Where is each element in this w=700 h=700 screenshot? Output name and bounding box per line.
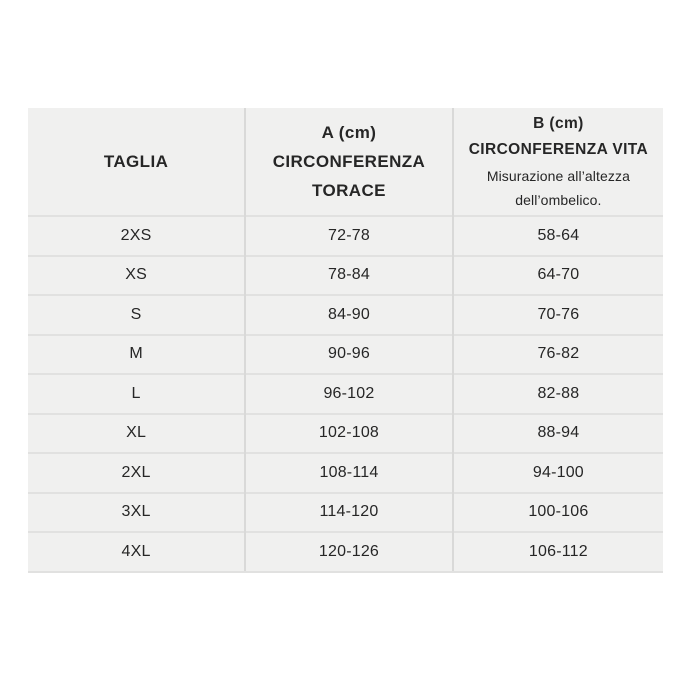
table-row: L 96-102 82-88 (28, 373, 663, 414)
table-row: 2XL 108-114 94-100 (28, 452, 663, 493)
size-cell: 2XS (28, 215, 246, 256)
header-cell-torace: A (cm) CIRCONFERENZA TORACE (244, 108, 453, 216)
size-cell: XS (28, 254, 246, 295)
torace-cell: 72-78 (244, 215, 453, 256)
vita-cell: 76-82 (451, 333, 663, 374)
torace-cell: 108-114 (244, 452, 453, 493)
torace-unit-label: A (cm) (321, 123, 377, 142)
torace-cell: 78-84 (244, 254, 453, 295)
table-row: S 84-90 70-76 (28, 294, 663, 335)
vita-cell: 58-64 (451, 215, 663, 256)
size-cell: XL (28, 412, 246, 453)
vita-cell: 88-94 (451, 412, 663, 453)
table-row: XS 78-84 64-70 (28, 254, 663, 295)
table-row: 2XS 72-78 58-64 (28, 215, 663, 256)
vita-note-line2: dell’ombelico. (515, 192, 602, 208)
size-cell: 2XL (28, 452, 246, 493)
table-row: XL 102-108 88-94 (28, 412, 663, 453)
torace-title-line2: TORACE (312, 181, 386, 200)
header-row: TAGLIA A (cm) CIRCONFERENZA TORACE B (cm… (28, 108, 663, 216)
vita-cell: 100-106 (451, 491, 663, 532)
size-cell: 3XL (28, 491, 246, 532)
torace-cell: 84-90 (244, 294, 453, 335)
taglia-label: TAGLIA (103, 152, 169, 171)
torace-cell: 114-120 (244, 491, 453, 532)
vita-note-line1: Misurazione all’altezza (486, 168, 630, 184)
vita-note: Misurazione all’altezza dell’ombelico. (454, 164, 663, 212)
size-chart-table: TAGLIA A (cm) CIRCONFERENZA TORACE B (cm… (28, 108, 663, 573)
torace-cell: 96-102 (244, 373, 453, 414)
vita-cell: 82-88 (451, 373, 663, 414)
table-row: 3XL 114-120 100-106 (28, 491, 663, 532)
size-cell: M (28, 333, 246, 374)
vita-cell: 70-76 (451, 294, 663, 335)
vita-title: CIRCONFERENZA VITA (468, 141, 649, 158)
size-cell: S (28, 294, 246, 335)
vita-unit-label: B (cm) (533, 115, 584, 132)
header-cell-vita: B (cm) CIRCONFERENZA VITA Misurazione al… (451, 108, 663, 216)
size-chart: TAGLIA A (cm) CIRCONFERENZA TORACE B (cm… (28, 108, 663, 573)
torace-cell: 120-126 (244, 531, 453, 573)
vita-cell: 64-70 (451, 254, 663, 295)
size-cell: L (28, 373, 246, 414)
torace-cell: 90-96 (244, 333, 453, 374)
header-cell-taglia: TAGLIA (28, 108, 245, 216)
torace-cell: 102-108 (244, 412, 453, 453)
vita-cell: 94-100 (451, 452, 663, 493)
table-row: M 90-96 76-82 (28, 333, 663, 374)
table-row: 4XL 120-126 106-112 (28, 531, 663, 573)
vita-cell: 106-112 (451, 531, 663, 573)
size-cell: 4XL (28, 531, 246, 573)
torace-title-line1: CIRCONFERENZA (272, 152, 426, 171)
